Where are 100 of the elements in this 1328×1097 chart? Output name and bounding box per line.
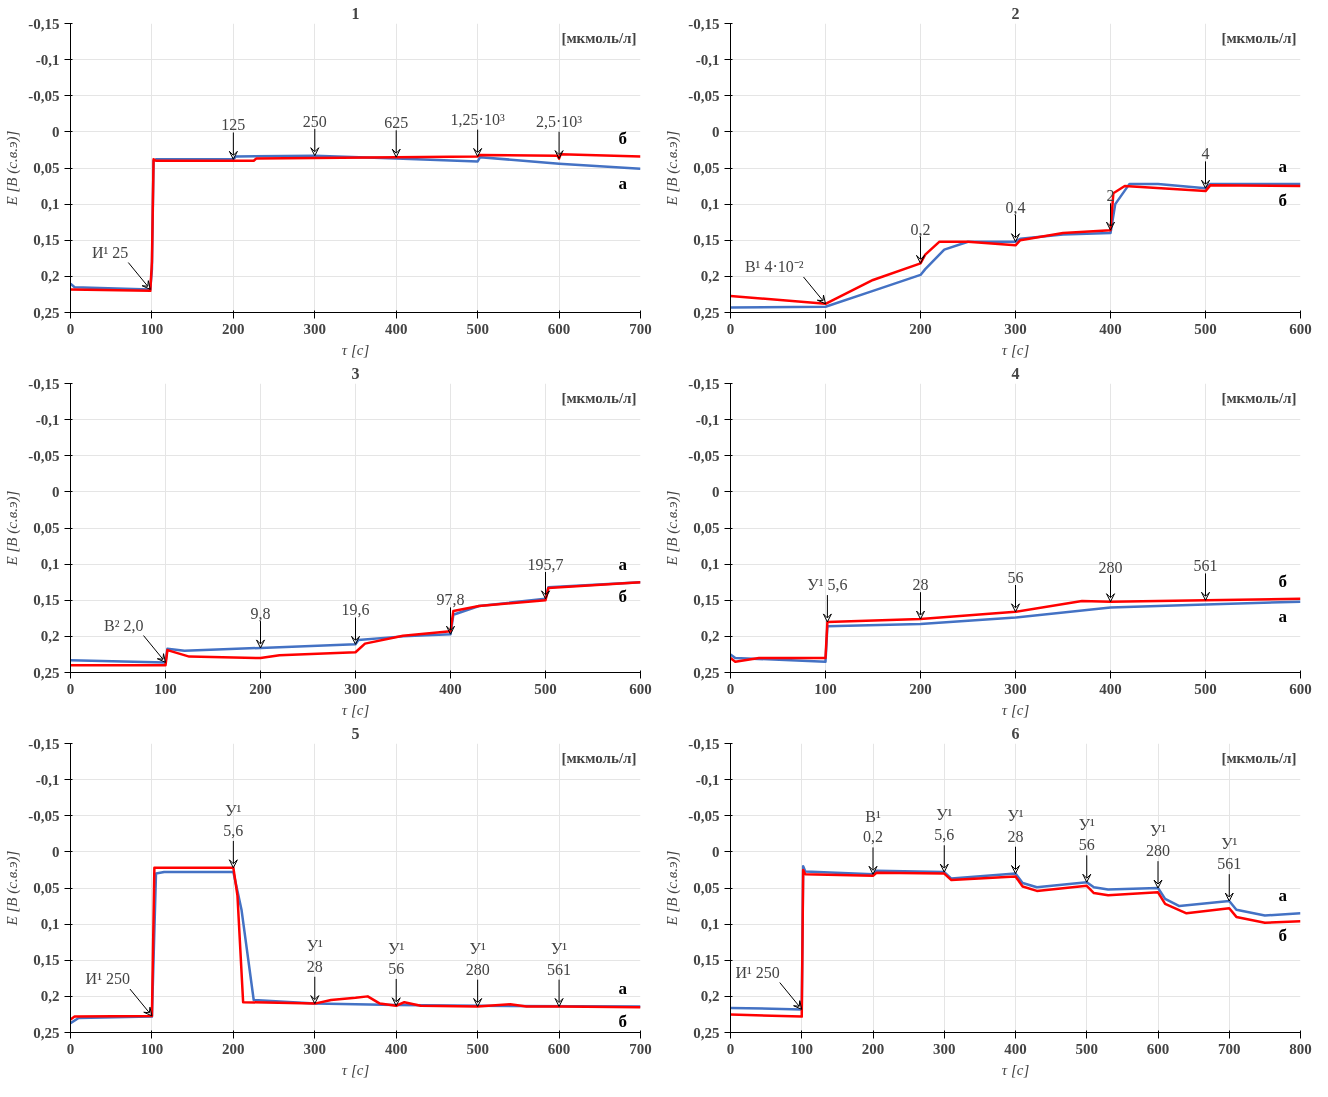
y-tick-label: -0,15: [28, 735, 60, 752]
y-tick-label: -0,15: [28, 15, 60, 32]
annotation: У¹ 280: [1146, 821, 1170, 860]
annotation: [мкмоль/л]: [1221, 749, 1297, 766]
y-tick-label: 0,1: [700, 916, 720, 933]
y-tick-label: -0,05: [688, 447, 720, 464]
annotation: 625: [384, 114, 409, 132]
series-label: а: [1278, 156, 1288, 176]
x-tick-label: 100: [814, 320, 837, 337]
y-axis-title: E [В (с.в.э)]: [664, 850, 682, 927]
y-tick-label: 0,25: [693, 304, 720, 321]
chart-title: 6: [1011, 724, 1020, 742]
x-tick-label: 400: [1099, 680, 1122, 697]
annotation: 0,4: [1005, 198, 1026, 216]
y-tick-label: 0,2: [40, 988, 60, 1005]
annotation: У¹ 5,6: [223, 801, 244, 839]
x-tick-label: 500: [1075, 1040, 1098, 1057]
x-axis-title: τ [с]: [1001, 341, 1030, 358]
x-tick-label: 100: [140, 1040, 164, 1057]
y-tick-label: 0,1: [40, 916, 60, 933]
y-tick-label: 0: [52, 483, 60, 500]
x-tick-label: 200: [222, 320, 245, 337]
series-label: а: [1278, 886, 1288, 906]
chart-title: 4: [1011, 364, 1020, 382]
annotation: В¹ 4·10⁻²: [744, 257, 804, 275]
annotation: 125: [221, 116, 246, 134]
annotation: У¹ 28: [306, 937, 324, 975]
x-tick-label: 200: [222, 1040, 245, 1057]
annotation: И¹ 25: [91, 243, 129, 261]
annotation: У¹ 56: [388, 939, 405, 977]
x-tick-label: 300: [1004, 320, 1027, 337]
x-tick-label: 0: [66, 680, 75, 697]
annotation: У¹ 56: [1078, 815, 1096, 854]
series-label: а: [618, 173, 628, 193]
x-tick-label: 0: [726, 320, 735, 337]
y-tick-label: 0,15: [693, 232, 720, 249]
x-axis-title: τ [с]: [341, 1061, 370, 1078]
x-tick-label: 600: [629, 680, 652, 697]
x-tick-label: 400: [1099, 320, 1122, 337]
x-tick-label: 800: [1289, 1040, 1312, 1057]
y-tick-label: -0,15: [688, 375, 720, 392]
x-tick-label: 100: [140, 320, 164, 337]
series-label: б: [618, 129, 627, 149]
annotation: 280: [1098, 558, 1123, 576]
y-tick-label: 0,05: [693, 520, 720, 536]
annotation: [мкмоль/л]: [561, 749, 637, 766]
y-tick-label: -0,05: [688, 87, 720, 104]
y-tick-label: 0,25: [693, 664, 720, 681]
annotation: В² 2,0: [104, 616, 144, 634]
y-tick-label: 0: [712, 843, 720, 860]
annotation: В¹ 0,2: [863, 808, 883, 846]
x-tick-label: 300: [303, 320, 327, 337]
y-axis-title: E [В (с.в.э)]: [664, 130, 682, 207]
x-tick-label: 700: [629, 320, 652, 337]
annotation: 19,6: [341, 601, 370, 619]
annotation: 9,8: [250, 605, 271, 623]
annotation: 56: [1007, 568, 1024, 586]
y-tick-label: -0,15: [688, 735, 720, 752]
x-tick-label: 500: [466, 1040, 489, 1057]
x-tick-label: 400: [384, 320, 408, 337]
x-tick-label: 500: [1194, 320, 1217, 337]
y-tick-label: -0,05: [28, 87, 60, 104]
annotation: 28: [912, 576, 929, 594]
annotation: 1,25·10³: [450, 110, 505, 128]
annotation: 2,5·10³: [536, 112, 583, 130]
series-label: а: [618, 555, 628, 575]
series-label: а: [1278, 606, 1288, 626]
annotation: 4: [1201, 145, 1210, 163]
series-label: б: [1278, 926, 1287, 946]
x-tick-label: 300: [303, 1040, 327, 1057]
x-tick-label: 0: [66, 1040, 75, 1057]
annotation: У¹ 28: [1007, 807, 1024, 845]
series-label: б: [1278, 571, 1287, 591]
y-tick-label: 0,1: [700, 556, 720, 573]
x-tick-label: 700: [1218, 1040, 1241, 1057]
y-tick-label: 0,1: [40, 556, 60, 573]
x-tick-label: 500: [466, 320, 489, 337]
y-tick-label: -0,1: [695, 771, 720, 788]
x-tick-label: 300: [933, 1040, 956, 1057]
y-tick-label: -0,1: [35, 51, 60, 68]
y-tick-label: -0,1: [695, 51, 720, 68]
x-tick-label: 600: [547, 1040, 571, 1057]
y-tick-label: -0,1: [35, 411, 60, 428]
series-label: б: [618, 587, 627, 607]
y-tick-label: 0,2: [700, 988, 720, 1005]
y-tick-label: 0,15: [33, 232, 60, 249]
y-tick-label: -0,05: [28, 807, 60, 824]
y-tick-label: 0,15: [693, 952, 720, 969]
annotation: 0,2: [910, 220, 931, 238]
y-tick-label: 0,15: [33, 952, 60, 969]
x-tick-label: 400: [1004, 1040, 1027, 1057]
y-tick-label: 0,2: [700, 628, 720, 645]
y-tick-label: 0,05: [693, 160, 720, 176]
annotation: И¹ 250: [735, 963, 780, 981]
y-axis-title: E [В (с.в.э)]: [4, 490, 22, 567]
chart-title: 5: [351, 724, 360, 742]
x-tick-label: 700: [629, 1040, 652, 1057]
annotation: [мкмоль/л]: [561, 29, 637, 46]
y-tick-label: -0,1: [695, 411, 720, 428]
series-label: а: [618, 979, 628, 999]
